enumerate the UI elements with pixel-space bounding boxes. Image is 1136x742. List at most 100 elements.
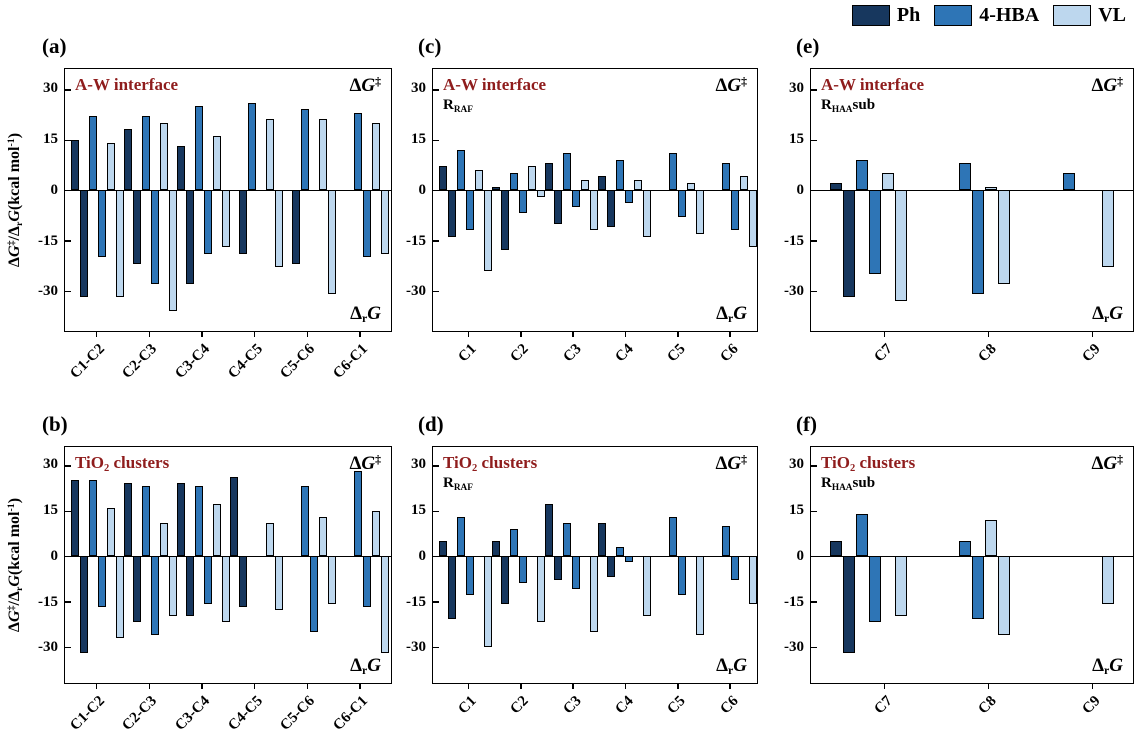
x-tick-mark bbox=[306, 684, 308, 689]
y-axis-title: ΔG‡/ΔrG(kcal mol-1) bbox=[2, 446, 28, 684]
y-tick-label: 30 bbox=[411, 80, 426, 97]
bar-4-HBA-pos bbox=[354, 112, 362, 190]
y-tick-label: -15 bbox=[406, 232, 426, 249]
bar-group-C6 bbox=[704, 69, 757, 331]
bar-group-C4 bbox=[598, 69, 651, 331]
x-tick-labels-c: C1 C2 C3 C4 C5 C6 bbox=[436, 332, 762, 396]
bar-slot bbox=[687, 69, 695, 331]
bar-4-HBA-pos bbox=[722, 163, 730, 190]
y-tick-label: -30 bbox=[406, 283, 426, 300]
plot-area-b: TiO2 clusters ΔG‡ ΔrG bbox=[64, 446, 392, 684]
bar-slot bbox=[124, 447, 132, 683]
x-tick-mark bbox=[359, 684, 361, 689]
x-tick-label: C4-C5 bbox=[224, 341, 266, 382]
bar-4-HBA-neg bbox=[151, 189, 159, 284]
bar-slot bbox=[669, 69, 677, 331]
bar-VL-neg bbox=[590, 189, 598, 231]
y-tick-mark bbox=[65, 89, 71, 91]
bar-VL-pos bbox=[266, 119, 274, 190]
bar-slot bbox=[1101, 447, 1114, 683]
bar-Ph-pos bbox=[71, 139, 79, 190]
text-part: Δ bbox=[6, 257, 23, 268]
bar-group-C1-C2 bbox=[71, 447, 124, 683]
bar-slot bbox=[972, 447, 985, 683]
bar-slot bbox=[528, 69, 536, 331]
text-part: sub bbox=[852, 475, 876, 491]
bar-VL-pos bbox=[107, 507, 115, 556]
bar-4-HBA-neg bbox=[625, 555, 633, 562]
bar-group-C1-C2 bbox=[71, 69, 124, 331]
y-tick-mark bbox=[65, 139, 71, 142]
zero-line bbox=[811, 555, 1133, 558]
text-part: RAF bbox=[453, 482, 473, 493]
bar-VL-pos bbox=[160, 122, 168, 190]
bar-slot bbox=[519, 447, 527, 683]
y-tick-label: 15 bbox=[789, 502, 804, 519]
delta-rg-annotation: ΔrG bbox=[350, 655, 381, 677]
text-part: G bbox=[361, 453, 376, 474]
bar-slot bbox=[946, 69, 958, 331]
bar-slot bbox=[598, 69, 606, 331]
x-tick-label: C1 bbox=[455, 693, 480, 718]
x-tick-mark bbox=[729, 332, 731, 337]
y-tick-label: -30 bbox=[784, 639, 804, 656]
bar-group-C4 bbox=[598, 447, 651, 683]
y-tick-mark bbox=[433, 89, 439, 91]
bar-slot bbox=[607, 447, 615, 683]
panel-subtitle-e: RHAAsub bbox=[821, 97, 875, 115]
panel-title-f: TiO2 clusters bbox=[821, 453, 915, 474]
bar-slot bbox=[678, 69, 686, 331]
bar-4-HBA-pos bbox=[959, 540, 972, 556]
panel-letter-d: (d) bbox=[418, 412, 444, 436]
bar-VL-neg bbox=[484, 555, 492, 647]
bar-4-HBA-pos bbox=[1062, 173, 1075, 190]
bar-Ph-neg bbox=[80, 555, 88, 653]
y-tick-mark bbox=[65, 290, 71, 293]
y-tick-label: 0 bbox=[50, 181, 59, 198]
y-tick-mark bbox=[811, 290, 817, 293]
bar-slot bbox=[510, 447, 518, 683]
bar-4-HBA-neg bbox=[972, 555, 985, 620]
bar-group-C2-C3 bbox=[124, 447, 177, 683]
bar-slot bbox=[310, 69, 318, 331]
legend-swatch-4hba bbox=[934, 5, 973, 26]
text-part: G bbox=[6, 575, 23, 587]
panel-e: (e) 30 15 0 -15 -30 A-W interface RHAAsub ΔG‡ ΔrG… bbox=[758, 34, 1134, 396]
bar-slot bbox=[660, 447, 668, 683]
panel-letter-c: (c) bbox=[418, 34, 442, 58]
bar-slot bbox=[1050, 447, 1062, 683]
bar-VL-neg bbox=[749, 189, 757, 248]
y-tick-label: 15 bbox=[411, 131, 426, 148]
bar-4-HBA-pos bbox=[195, 486, 203, 556]
bar-4-HBA-neg bbox=[869, 189, 882, 274]
y-tick-label: 30 bbox=[411, 456, 426, 473]
text-part: r bbox=[728, 312, 734, 326]
bar-4-HBA-pos bbox=[616, 546, 624, 556]
bar-slot bbox=[151, 447, 159, 683]
y-tick-mark bbox=[433, 290, 439, 293]
bar-slot bbox=[678, 447, 686, 683]
bar-slot bbox=[933, 447, 945, 683]
bar-slot bbox=[301, 69, 309, 331]
bar-slot bbox=[1037, 69, 1049, 331]
bar-Ph-pos bbox=[177, 483, 185, 556]
bar-slot bbox=[998, 447, 1011, 683]
bar-slot bbox=[169, 447, 177, 683]
bar-VL-pos bbox=[475, 169, 483, 190]
bar-4-HBA-neg bbox=[98, 555, 106, 608]
bar-4-HBA-pos bbox=[457, 516, 465, 556]
bars-area bbox=[65, 447, 391, 683]
bar-slot bbox=[204, 69, 212, 331]
x-tick-label: C1 bbox=[455, 341, 480, 366]
x-tick-mark bbox=[677, 332, 679, 337]
bar-group-C3-C4 bbox=[177, 447, 230, 683]
bar-slot bbox=[713, 447, 721, 683]
delta-rg-annotation: ΔrG bbox=[716, 655, 747, 677]
x-tick-label: C2-C3 bbox=[119, 693, 161, 734]
y-tick-mark bbox=[811, 646, 817, 649]
bar-slot bbox=[704, 447, 712, 683]
bar-slot bbox=[230, 69, 238, 331]
bar-slot bbox=[1062, 69, 1075, 331]
text-part: r bbox=[1104, 312, 1110, 326]
panel-title-a: A-W interface bbox=[75, 75, 178, 95]
